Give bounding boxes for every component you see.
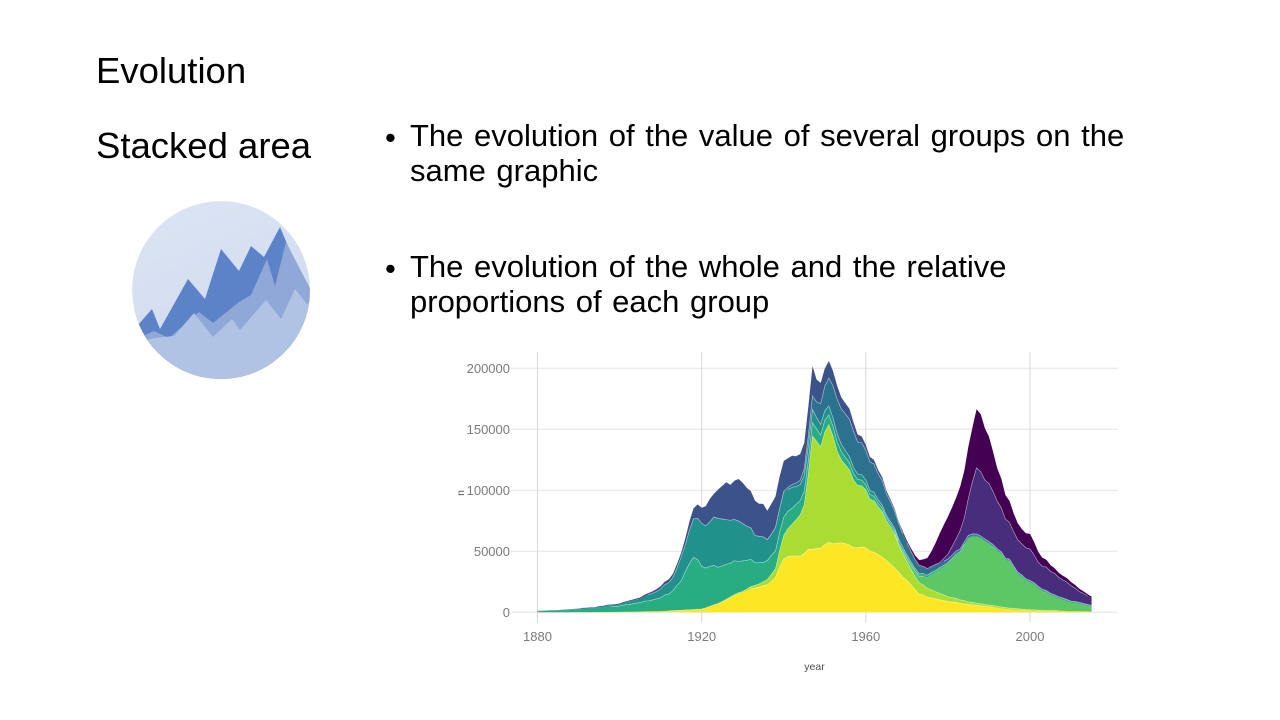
svg-text:n: n (455, 490, 467, 496)
svg-text:year: year (804, 661, 825, 673)
svg-text:1880: 1880 (523, 629, 552, 644)
svg-text:1960: 1960 (851, 629, 880, 644)
svg-text:100000: 100000 (467, 483, 510, 498)
svg-text:150000: 150000 (467, 422, 510, 437)
svg-text:2000: 2000 (1016, 629, 1045, 644)
svg-text:200000: 200000 (467, 361, 510, 376)
svg-text:1920: 1920 (687, 629, 716, 644)
svg-text:0: 0 (503, 605, 510, 620)
svg-text:50000: 50000 (474, 544, 510, 559)
